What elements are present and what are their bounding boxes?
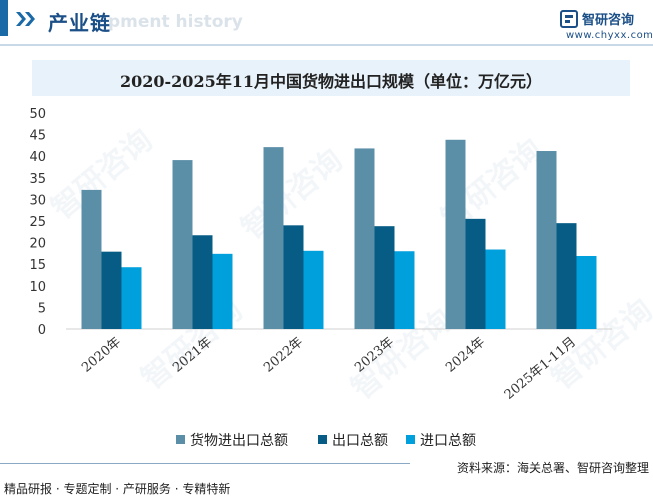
bar-total [172, 160, 193, 329]
header-accent-bar [0, 0, 8, 36]
bar-total [354, 148, 375, 329]
bar-export [101, 251, 122, 329]
bar-export [283, 225, 304, 329]
chart-legend: 货物进出口总额 出口总额 进口总额 [0, 430, 653, 450]
page-subtitle: pment history [108, 12, 243, 32]
bar-total [445, 139, 466, 329]
logo-name: 智研咨询 [582, 13, 635, 28]
bar-import [212, 253, 233, 329]
bar-export [374, 226, 395, 329]
y-tick-label: 10 [29, 280, 46, 295]
x-tick-label: 2023年 [352, 335, 397, 376]
footer-tags: 精品研报 · 专题定制 · 产研服务 · 专精特新 [4, 482, 231, 496]
logo-icon [560, 10, 578, 28]
header-divider [0, 44, 653, 46]
x-tick-label: 2020年 [79, 335, 124, 376]
bar-import [394, 251, 415, 329]
y-tick-label: 35 [29, 172, 46, 187]
y-tick-label: 25 [29, 215, 46, 230]
legend-label: 进口总额 [420, 433, 476, 449]
chart-title-band: 2020-2025年11月中国货物进出口规模（单位：万亿元） [32, 60, 630, 96]
x-tick-label: 2022年 [261, 335, 306, 376]
y-tick-label: 45 [29, 129, 46, 144]
y-tick-label: 5 [38, 301, 46, 316]
y-tick-label: 20 [29, 237, 46, 252]
bar-import [303, 250, 324, 329]
page-header: 产业链 pment history 智研咨询 www.chyxx.com [0, 0, 653, 44]
bar-import [485, 249, 506, 329]
y-tick-label: 0 [38, 323, 46, 338]
legend-swatch [318, 435, 327, 444]
source-note: 资料来源：海关总署、智研咨询整理 [456, 461, 649, 475]
bar-import [121, 267, 142, 329]
brand-logo: 智研咨询 www.chyxx.com [560, 8, 653, 42]
logo-url: www.chyxx.com [566, 30, 653, 41]
legend-swatch [176, 435, 185, 444]
legend-label: 出口总额 [332, 433, 388, 449]
double-chevron-icon [16, 12, 35, 26]
y-tick-label: 40 [29, 150, 46, 165]
legend-swatch [406, 435, 415, 444]
bar-total [263, 147, 284, 329]
x-tick-label: 2024年 [443, 335, 488, 376]
footer-divider [0, 463, 410, 464]
bar-import [576, 255, 597, 329]
x-tick-label: 2021年 [170, 335, 215, 376]
bar-total [81, 189, 102, 329]
x-tick-label: 2025年1-11月 [502, 335, 579, 403]
y-tick-label: 15 [29, 258, 46, 273]
bar-export [465, 218, 486, 329]
legend-label: 货物进出口总额 [190, 433, 288, 449]
bar-export [192, 235, 213, 329]
chart-title: 2020-2025年11月中国货物进出口规模（单位：万亿元） [120, 72, 542, 91]
page-title: 产业链 [48, 11, 111, 35]
bar-chart: 0 5 10 15 20 25 30 35 40 45 50 2020年 2021年 2022年 2023年… [29, 107, 612, 403]
bar-total [536, 151, 557, 329]
bar-export [556, 223, 577, 329]
y-tick-label: 50 [29, 107, 46, 122]
y-tick-label: 30 [29, 193, 46, 208]
